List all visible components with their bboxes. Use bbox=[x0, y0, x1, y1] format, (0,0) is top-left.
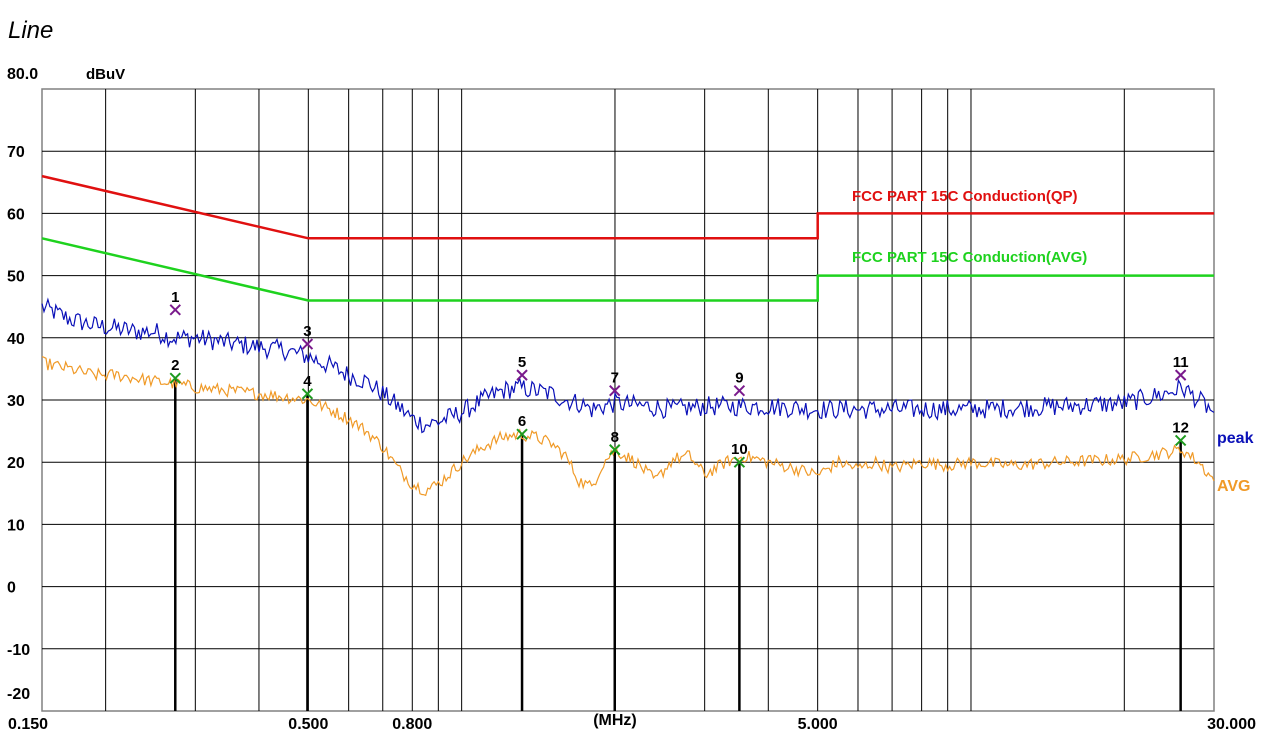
marker-cross bbox=[609, 384, 621, 397]
x-tick-labels: 0.150 0.500 0.800 (MHz) 5.000 30.000 bbox=[8, 712, 1256, 733]
peak-series-label: peak bbox=[1217, 430, 1254, 447]
marker-8: 8 bbox=[609, 429, 621, 456]
marker-label: 7 bbox=[611, 370, 619, 387]
avg-limit-label: FCC PART 15C Conduction(AVG) bbox=[852, 249, 1087, 266]
marker-7: 7 bbox=[609, 370, 621, 397]
qp-limit-line bbox=[41, 174, 1214, 240]
marker-label: 9 bbox=[735, 370, 743, 387]
y-tick-label: 50 bbox=[7, 269, 25, 286]
marker-label: 4 bbox=[303, 373, 312, 390]
marker-label: 2 bbox=[171, 357, 179, 374]
marker-label: 11 bbox=[1173, 354, 1189, 371]
y-tick-label: 60 bbox=[7, 206, 25, 223]
qp-limit-label: FCC PART 15C Conduction(QP) bbox=[852, 188, 1078, 205]
y-axis-unit: dBuV bbox=[86, 66, 125, 83]
y-tick-label: 0 bbox=[7, 580, 16, 597]
marker-cross bbox=[301, 388, 314, 400]
marker-cross bbox=[733, 384, 746, 397]
x-axis-unit: (MHz) bbox=[593, 712, 637, 729]
marker-cross bbox=[1174, 434, 1187, 447]
y-tick-label: -10 bbox=[7, 642, 30, 659]
marker-4: 4 bbox=[301, 373, 314, 400]
marker-label: 5 bbox=[518, 354, 526, 371]
y-tick-label: 10 bbox=[7, 517, 25, 534]
marker-9: 9 bbox=[733, 370, 746, 397]
marker-cross bbox=[733, 456, 746, 468]
marker-label: 8 bbox=[611, 429, 619, 446]
x-tick-label: 0.150 bbox=[8, 716, 48, 733]
series-labels: FCC PART 15C Conduction(QP) FCC PART 15C … bbox=[852, 188, 1254, 495]
avg-limit-line bbox=[41, 237, 1214, 302]
marker-10: 10 bbox=[731, 441, 748, 468]
marker-label: 10 bbox=[731, 441, 748, 458]
y-tick-label: 80.0 bbox=[7, 66, 38, 83]
marker-cross bbox=[1174, 369, 1187, 381]
marker-5: 5 bbox=[516, 354, 528, 381]
y-tick-labels: 80.0 70 60 50 40 30 20 10 0 -10 -20 bbox=[7, 66, 38, 703]
marker-3: 3 bbox=[301, 323, 314, 350]
limit-lines bbox=[41, 174, 1214, 302]
marker-6: 6 bbox=[516, 413, 528, 440]
marker-cross bbox=[609, 444, 621, 456]
marker-label: 3 bbox=[303, 323, 311, 340]
marker-11: 11 bbox=[1173, 354, 1189, 381]
marker-label: 6 bbox=[518, 413, 526, 430]
marker-cross bbox=[516, 369, 528, 381]
y-tick-label: 20 bbox=[7, 455, 25, 472]
y-tick-label: -20 bbox=[7, 686, 30, 703]
y-tick-label: 70 bbox=[7, 144, 25, 161]
series-lines bbox=[41, 297, 1215, 497]
marker-label: 12 bbox=[1172, 419, 1189, 436]
marker-1: 1 bbox=[169, 289, 181, 316]
avg-series-line bbox=[41, 356, 1215, 497]
x-tick-label: 5.000 bbox=[798, 716, 838, 733]
avg-series-label: AVG bbox=[1217, 478, 1250, 495]
chart-title: Line bbox=[8, 17, 53, 44]
marker-stems bbox=[174, 378, 1182, 711]
grid-lines bbox=[42, 89, 1214, 711]
y-tick-label: 40 bbox=[7, 331, 25, 348]
marker-cross bbox=[301, 338, 314, 350]
peak-series-line bbox=[41, 297, 1215, 434]
x-tick-label: 30.000 bbox=[1207, 716, 1256, 733]
marker-2: 2 bbox=[169, 357, 181, 384]
y-tick-label: 30 bbox=[7, 393, 25, 410]
marker-cross bbox=[169, 372, 181, 384]
marker-cross bbox=[516, 428, 528, 440]
marker-12: 12 bbox=[1172, 419, 1189, 447]
marker-cross bbox=[169, 304, 181, 316]
marker-label: 1 bbox=[171, 289, 179, 306]
x-tick-label: 0.500 bbox=[288, 716, 328, 733]
x-tick-label: 0.800 bbox=[392, 716, 432, 733]
